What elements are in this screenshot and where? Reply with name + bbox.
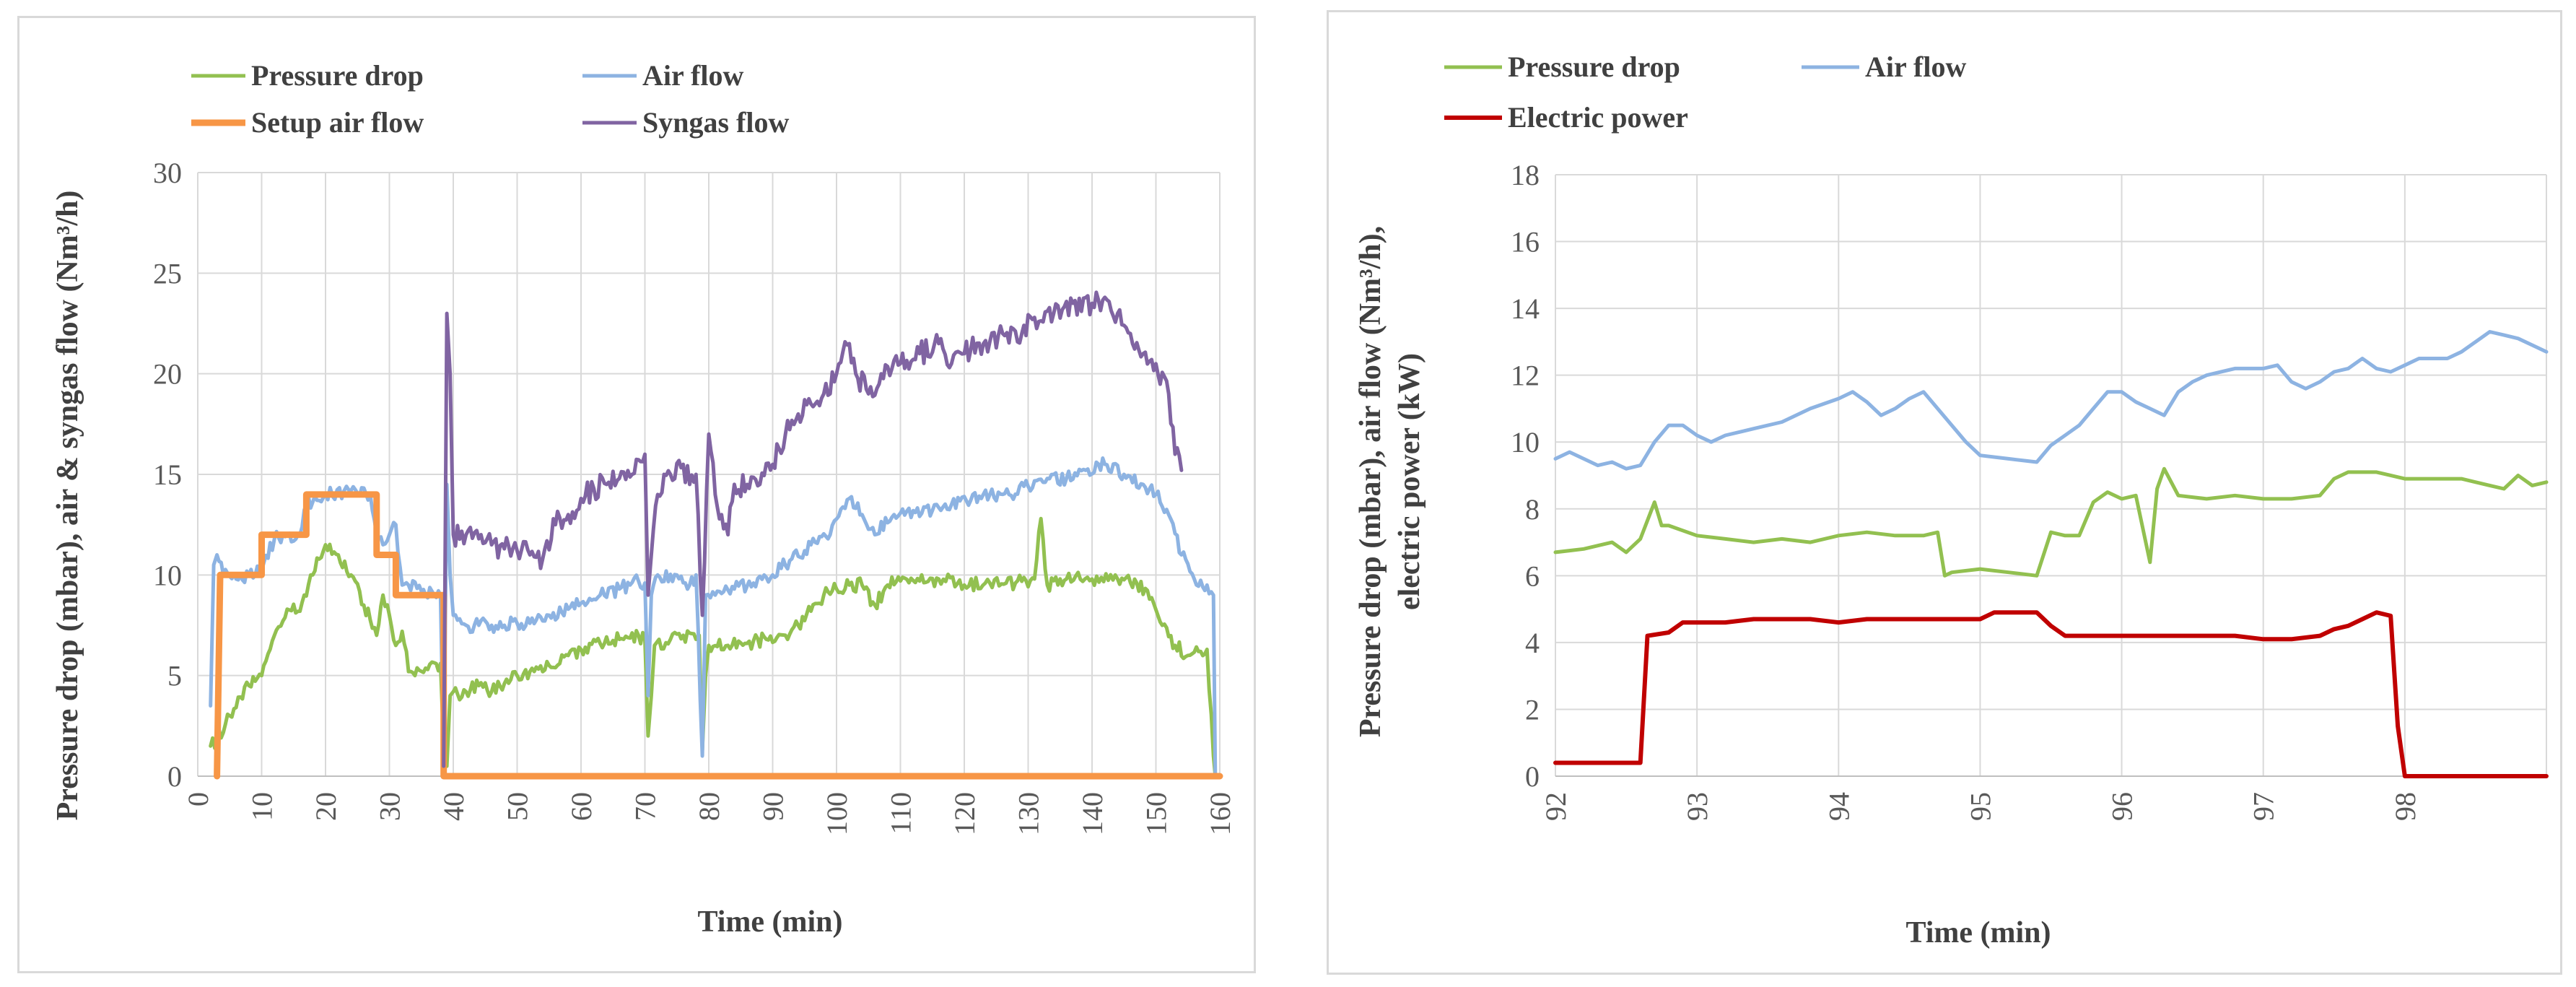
series-line-syngas-flow	[442, 290, 1184, 768]
legend-label-pressure-drop: Pressure drop	[251, 59, 424, 92]
legend-label-electric-power: Electric power	[1508, 101, 1688, 134]
x-tick-label: 97	[2248, 792, 2280, 821]
y-axis-title-line: Pressure drop (mbar), air flow (Nm³/h),	[1354, 226, 1387, 737]
y-tick-label: 18	[1511, 159, 1540, 191]
x-tick-label: 150	[1140, 792, 1173, 835]
y-tick-label: 25	[153, 257, 182, 290]
x-tick-label: 90	[757, 792, 790, 821]
legend-label-pressure-drop: Pressure drop	[1508, 51, 1680, 83]
legend-label-syngas-flow: Syngas flow	[642, 106, 789, 139]
x-tick-label: 30	[374, 792, 406, 821]
x-axis-title: Time (min)	[1905, 916, 2051, 949]
y-axis-title: Pressure drop (mbar), air & syngas flow …	[51, 191, 84, 821]
series-line-air-flow	[209, 456, 1218, 778]
left-chart: 0 5 10 15 20 25 30 0 10 20 30 40 50 60 70 80 90 100 110 120…	[51, 59, 1236, 939]
x-tick-label: 100	[821, 792, 853, 835]
legend-label-air-flow: Air flow	[1865, 51, 1966, 83]
y-tick-label: 4	[1525, 627, 1540, 659]
x-tick-label: 120	[948, 792, 981, 835]
y-axis-title: Pressure drop (mbar), air flow (Nm³/h), e…	[1354, 226, 1426, 737]
y-tick-label: 10	[1511, 426, 1540, 458]
y-tick-label: 30	[153, 157, 182, 189]
series-line-pressure-drop	[209, 516, 1218, 778]
y-tick-label: 5	[167, 660, 182, 692]
series-line-air-flow	[1553, 330, 2549, 471]
x-tick-label: 50	[502, 792, 534, 821]
x-tick-label: 130	[1013, 792, 1045, 835]
legend-label-setup-air-flow: Setup air flow	[251, 106, 424, 139]
left-chart-panel: 0 5 10 15 20 25 30 0 10 20 30 40 50 60 70 80 90 100 110 120…	[17, 16, 1256, 973]
legend-label-air-flow: Air flow	[642, 59, 743, 92]
x-tick-label: 94	[1822, 792, 1855, 821]
x-tick-label: 110	[885, 792, 917, 835]
x-tick-label: 60	[565, 792, 598, 821]
x-tick-label: 140	[1076, 792, 1109, 835]
y-tick-label: 6	[1525, 560, 1540, 592]
right-chart: 0 2 4 6 8 10 12 14 16 18 92 93 94 95 96 97 98 Pressure dr…	[1354, 51, 2549, 949]
y-tick-label: 14	[1511, 292, 1540, 325]
x-tick-label: 98	[2389, 792, 2422, 821]
y-tick-label: 16	[1511, 226, 1540, 258]
x-tick-label: 20	[310, 792, 342, 821]
y-axis-title-line: electric power (kW)	[1393, 353, 1426, 610]
y-tick-label: 0	[167, 760, 182, 793]
x-tick-label: 96	[2106, 792, 2139, 821]
x-tick-label: 70	[629, 792, 662, 821]
x-tick-label: 92	[1540, 792, 1572, 821]
x-tick-label: 93	[1681, 792, 1713, 821]
series-line-electric-power	[1553, 610, 2549, 778]
y-tick-label: 15	[153, 458, 182, 491]
x-tick-label: 0	[182, 792, 214, 806]
series-line-setup-air-flow	[214, 491, 1223, 780]
x-tick-label: 10	[246, 792, 279, 821]
y-tick-label: 2	[1525, 693, 1540, 726]
right-chart-panel: 0 2 4 6 8 10 12 14 16 18 92 93 94 95 96 97 98 Pressure dr…	[1327, 10, 2562, 975]
x-tick-label: 80	[693, 792, 725, 821]
y-tick-label: 0	[1525, 760, 1540, 793]
x-axis-title: Time (min)	[697, 905, 842, 939]
y-tick-label: 20	[153, 358, 182, 391]
y-tick-label: 12	[1511, 360, 1540, 392]
series-line-pressure-drop	[1553, 466, 2549, 578]
x-tick-label: 160	[1204, 792, 1236, 835]
y-tick-label: 10	[153, 559, 182, 591]
y-tick-label: 8	[1525, 493, 1540, 526]
x-tick-label: 95	[1964, 792, 1996, 821]
x-tick-label: 40	[437, 792, 470, 821]
